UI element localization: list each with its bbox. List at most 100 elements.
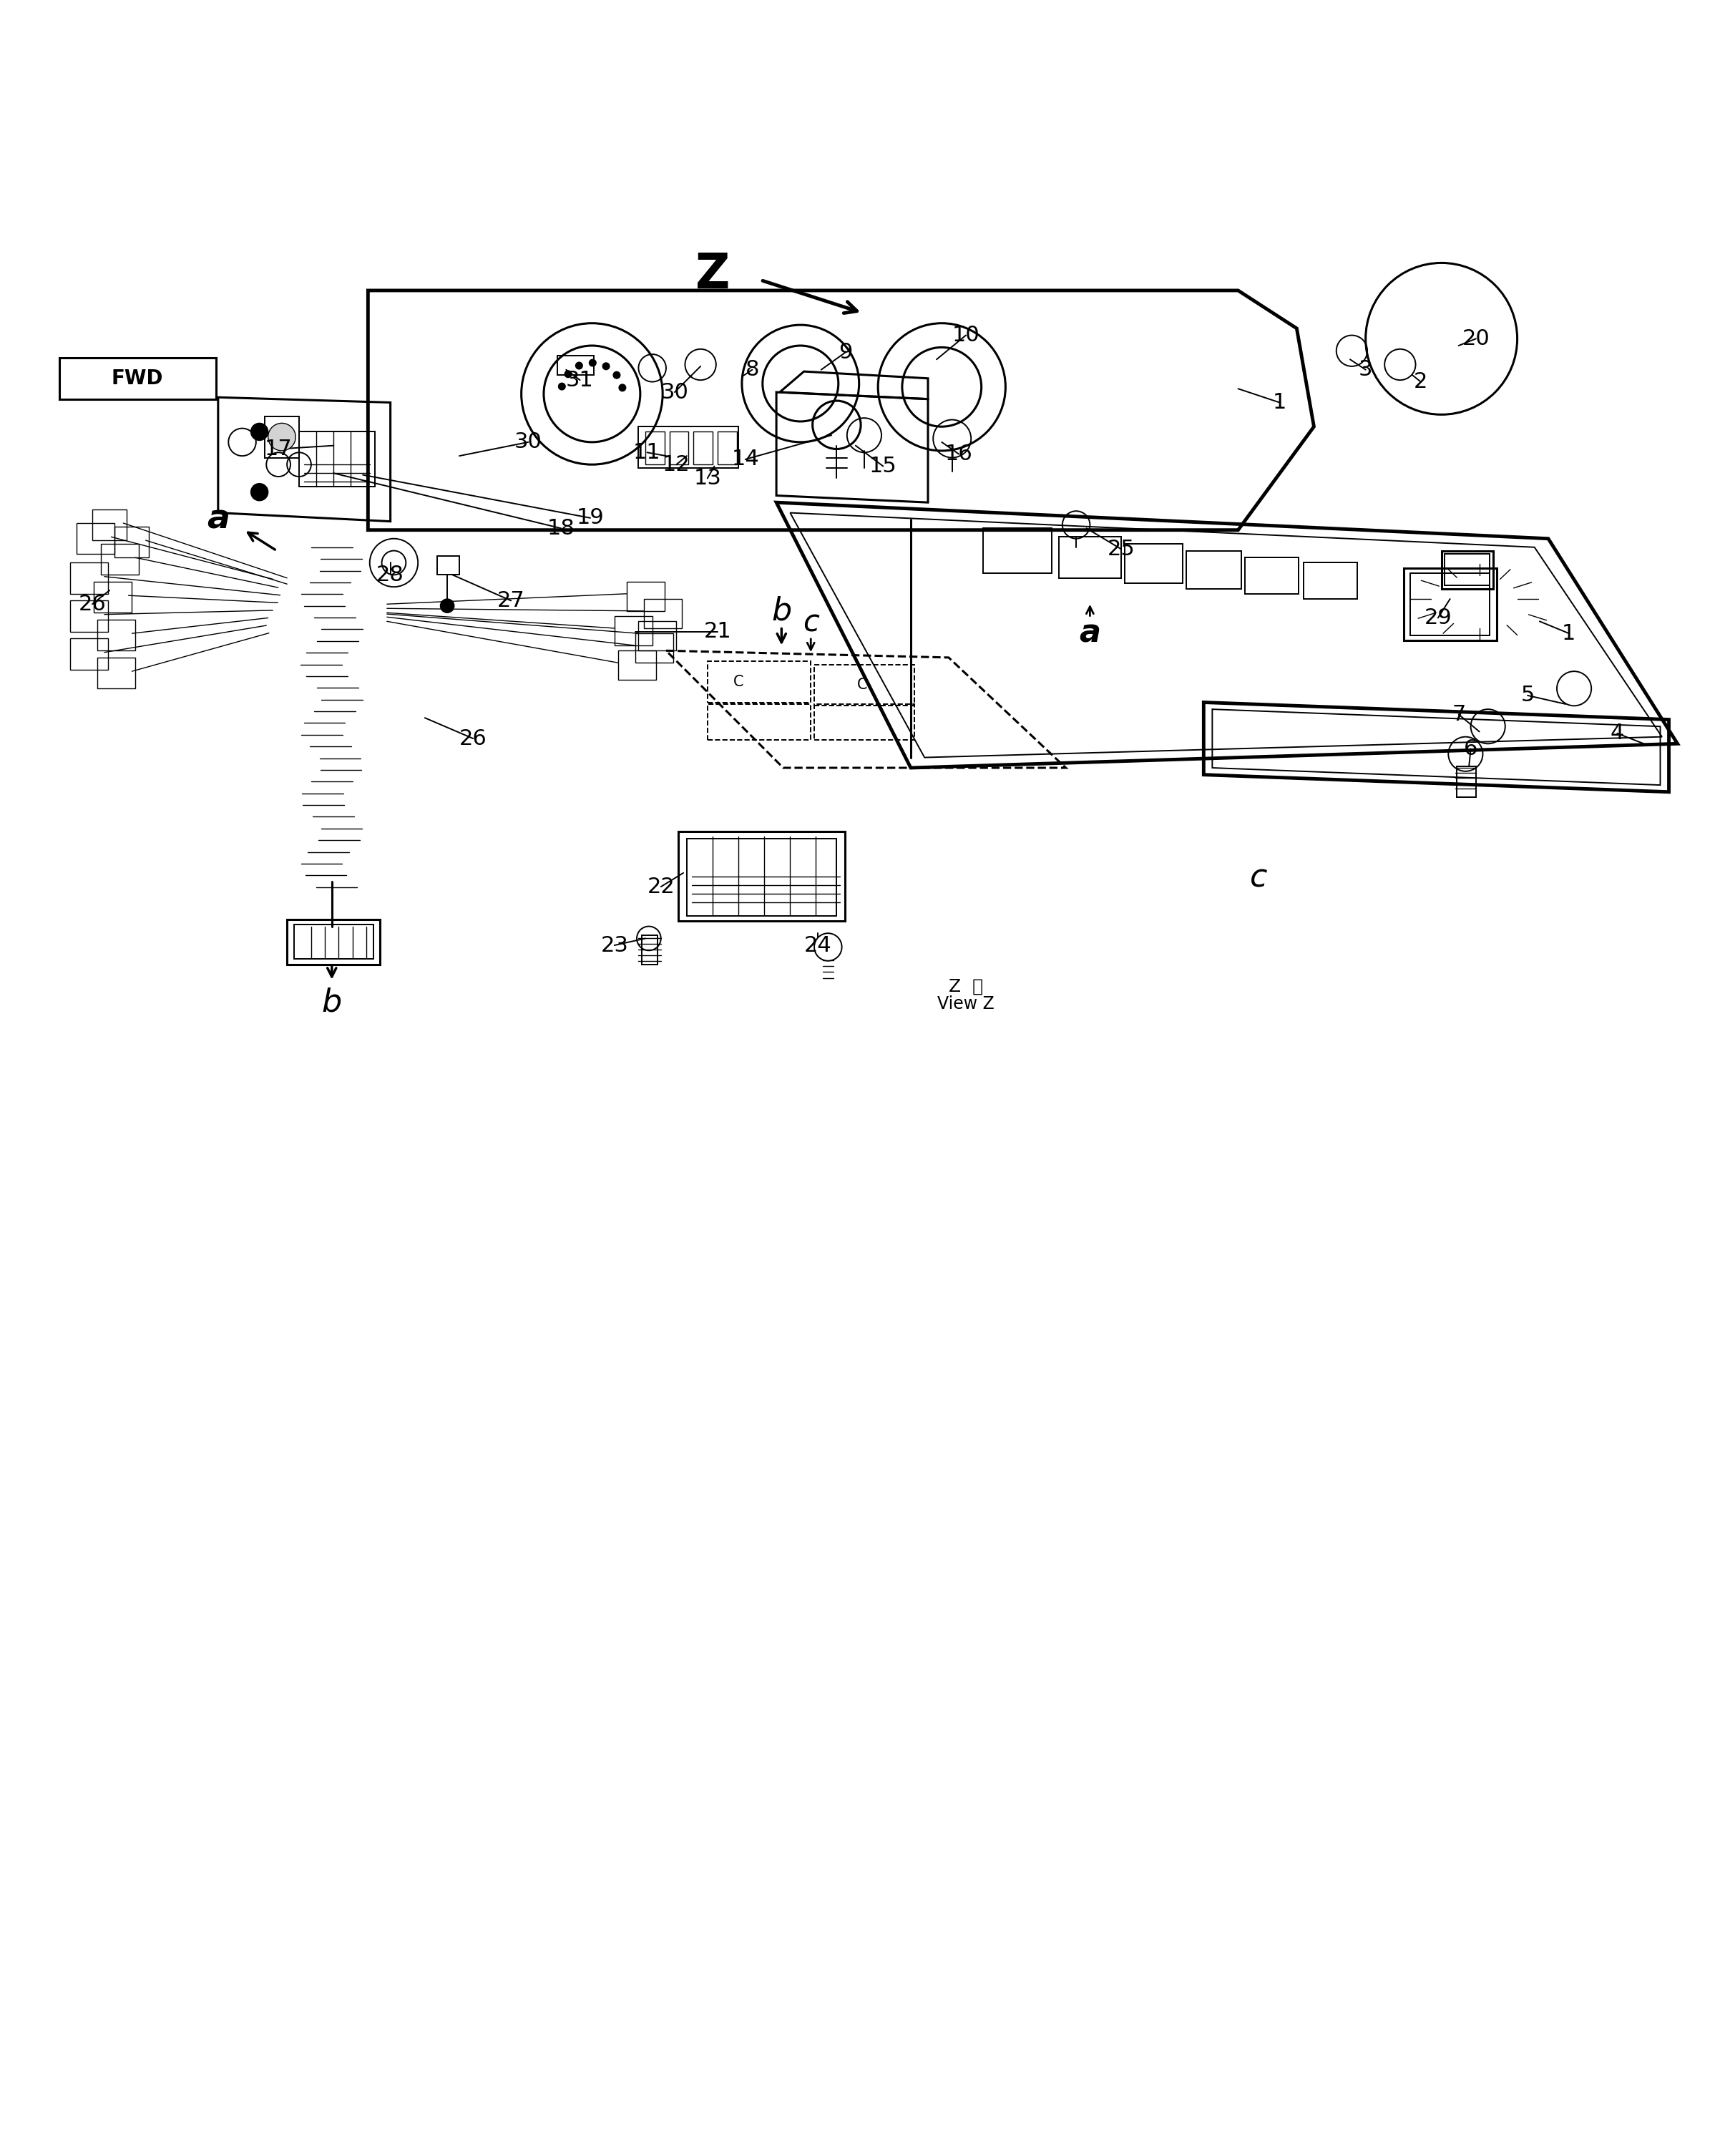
Bar	[707, 662, 811, 703]
Text: 31: 31	[566, 369, 593, 390]
Bar	[1411, 573, 1490, 636]
Bar	[98, 619, 135, 651]
Bar	[642, 936, 657, 964]
Bar	[116, 526, 148, 558]
Text: 30: 30	[514, 431, 542, 453]
Text: 18: 18	[547, 517, 574, 539]
Text: 7: 7	[1452, 705, 1466, 724]
Text: 15: 15	[869, 455, 897, 476]
Circle shape	[250, 483, 267, 500]
Circle shape	[440, 599, 454, 612]
Bar	[669, 431, 688, 464]
Text: 1: 1	[1563, 623, 1577, 645]
Text: 25: 25	[1107, 539, 1135, 558]
Circle shape	[564, 371, 571, 377]
Text: 21: 21	[704, 621, 731, 642]
Text: 20: 20	[1463, 328, 1490, 349]
Bar	[293, 925, 373, 959]
Bar	[1059, 537, 1121, 578]
Text: 4: 4	[1609, 722, 1625, 744]
Text: 30: 30	[661, 382, 688, 403]
Text: b: b	[321, 987, 342, 1018]
Bar	[1404, 567, 1497, 640]
Bar	[618, 651, 656, 679]
Bar	[98, 658, 135, 688]
Bar	[264, 416, 298, 457]
Text: 3: 3	[1359, 360, 1373, 379]
Bar	[71, 638, 109, 671]
Circle shape	[612, 371, 619, 379]
Bar	[707, 705, 811, 740]
Bar	[1458, 765, 1477, 798]
Bar	[678, 832, 845, 921]
Bar	[1304, 563, 1358, 599]
Circle shape	[559, 384, 566, 390]
Bar	[814, 705, 914, 740]
Text: C: C	[857, 677, 868, 692]
Bar	[557, 356, 593, 375]
Text: 17: 17	[264, 438, 292, 459]
Text: 8: 8	[745, 360, 759, 379]
Text: 22: 22	[647, 875, 674, 897]
Text: 14: 14	[731, 448, 759, 470]
Bar	[286, 918, 380, 964]
Bar	[626, 582, 664, 610]
Text: c: c	[802, 608, 819, 638]
Circle shape	[602, 362, 609, 369]
Text: 13: 13	[693, 468, 721, 489]
Bar	[638, 621, 676, 651]
Bar	[687, 839, 837, 916]
Text: 19: 19	[576, 507, 604, 528]
Bar	[983, 528, 1052, 573]
Circle shape	[250, 423, 267, 440]
Text: 11: 11	[633, 442, 661, 464]
Text: Z  視: Z 視	[949, 979, 983, 996]
Text: FWD: FWD	[110, 369, 164, 388]
Text: C: C	[733, 675, 743, 688]
Text: a: a	[1080, 619, 1101, 649]
Bar	[1446, 554, 1490, 584]
Bar	[71, 602, 109, 632]
Text: 29: 29	[1425, 608, 1452, 627]
Text: Z: Z	[695, 252, 730, 298]
Circle shape	[814, 934, 842, 962]
Text: c: c	[1251, 862, 1268, 893]
Bar	[102, 543, 138, 576]
Text: 23: 23	[600, 936, 628, 955]
Bar	[93, 509, 126, 541]
Bar	[95, 582, 131, 612]
Circle shape	[576, 362, 583, 369]
Bar	[635, 634, 673, 662]
Text: 27: 27	[497, 591, 524, 610]
Text: 28: 28	[376, 565, 404, 584]
Bar	[78, 524, 116, 554]
Bar	[643, 599, 681, 627]
Text: View Z: View Z	[937, 996, 994, 1013]
Bar	[718, 431, 737, 464]
Text: 9: 9	[838, 343, 852, 362]
Text: b: b	[771, 595, 792, 627]
Bar	[638, 427, 738, 468]
Bar	[1245, 558, 1299, 593]
Circle shape	[267, 423, 295, 451]
Text: 6: 6	[1465, 740, 1478, 759]
Text: 1: 1	[1273, 392, 1287, 412]
Bar	[693, 431, 712, 464]
Text: a: a	[207, 505, 229, 537]
Bar	[298, 431, 374, 487]
Text: 26: 26	[78, 593, 107, 614]
Bar	[1442, 550, 1494, 589]
Circle shape	[590, 360, 597, 367]
Bar	[436, 556, 459, 576]
Text: 10: 10	[952, 326, 980, 345]
Bar	[71, 563, 109, 593]
Text: 2: 2	[1414, 371, 1428, 392]
Text: 16: 16	[945, 444, 973, 464]
Bar	[814, 664, 914, 705]
Text: 12: 12	[662, 455, 690, 474]
Text: 24: 24	[804, 936, 831, 955]
Circle shape	[1385, 349, 1416, 379]
Bar	[1187, 550, 1242, 589]
Bar	[614, 617, 652, 645]
Circle shape	[619, 384, 626, 390]
